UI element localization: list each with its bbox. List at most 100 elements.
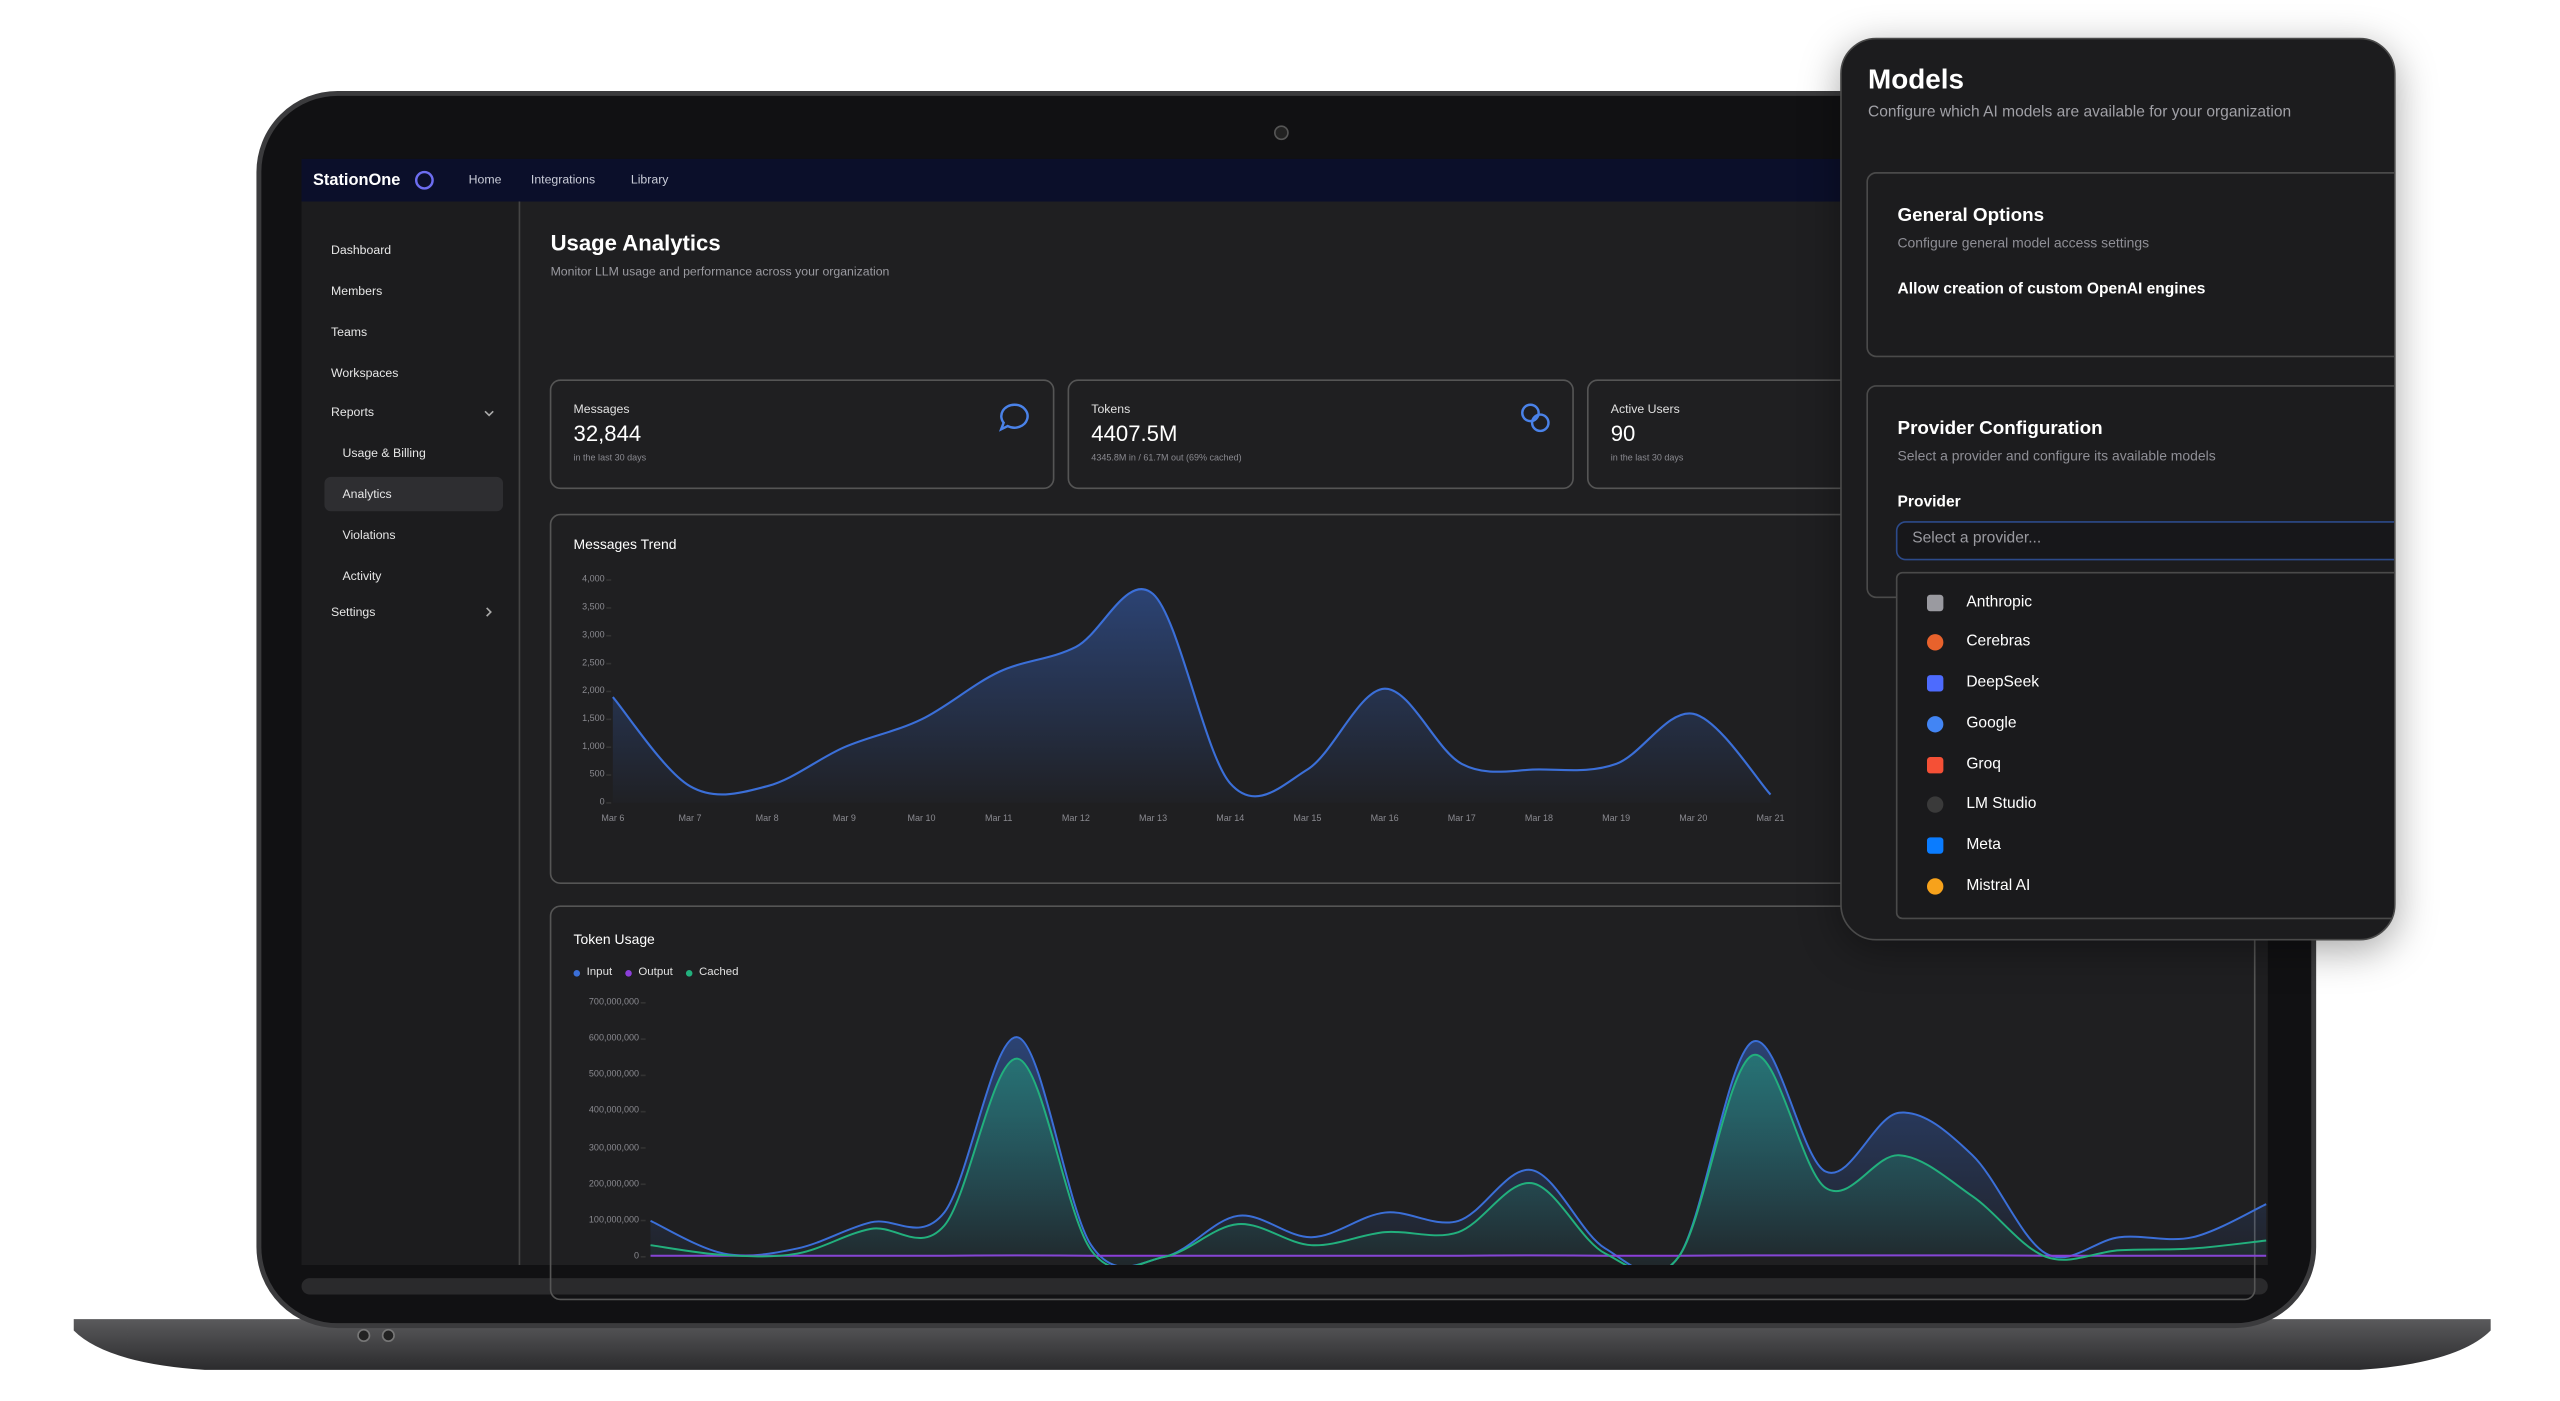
brand: StationOne <box>312 171 401 190</box>
page-title: Usage Analytics <box>550 230 721 255</box>
y-tick-label: 700,000,000 <box>588 997 640 1008</box>
provider-icon <box>1926 594 1944 612</box>
stat-label: Tokens <box>1091 401 1131 416</box>
sidebar-item[interactable]: Violations <box>342 527 396 543</box>
y-tick-label: 400,000,000 <box>588 1106 640 1117</box>
section-subtitle: Configure general model access settings <box>1897 234 2150 252</box>
x-tick-label: Mar 8 <box>755 814 779 825</box>
legend-label: Output <box>638 967 673 979</box>
provider-icon <box>1926 837 1944 854</box>
x-tick-label: Mar 18 <box>1524 814 1553 825</box>
provider-icon <box>1926 716 1944 733</box>
sidebar-item[interactable]: Workspaces <box>330 365 399 380</box>
provider-icon <box>1926 757 1944 774</box>
y-tick-label: 0 <box>634 1251 640 1262</box>
provider-option[interactable]: Groq <box>1966 755 2001 774</box>
legend-label: Cached <box>699 967 739 979</box>
provider-option[interactable]: Mistral AI <box>1966 876 2031 895</box>
provider-option[interactable]: Anthropic <box>1966 592 2033 611</box>
sidebar-item[interactable]: Reports <box>330 404 375 420</box>
x-tick-label: Mar 13 <box>1139 814 1168 825</box>
general-box <box>1866 172 2394 358</box>
sidebar-item[interactable]: Settings <box>330 604 376 620</box>
sidebar <box>301 201 520 1265</box>
stat-card <box>1067 379 1574 490</box>
provider-option[interactable]: Cerebras <box>1966 632 2031 651</box>
y-tick-label: 500 <box>589 770 605 780</box>
provider-select[interactable] <box>1895 521 2394 561</box>
port <box>357 1328 371 1343</box>
legend-dot <box>573 970 581 977</box>
tokens-icon <box>1521 403 1540 423</box>
x-tick-label: Mar 6 <box>601 814 625 825</box>
stat-note: in the last 30 days <box>573 453 647 464</box>
chevron-right <box>486 607 492 617</box>
series-line <box>650 1036 2267 1265</box>
stat-value: 4407.5M <box>1091 420 1178 445</box>
series-area <box>650 1055 2267 1265</box>
screen-bezel <box>301 1278 2268 1295</box>
x-tick-label: Mar 14 <box>1216 814 1245 825</box>
section-subtitle: Select a provider and configure its avai… <box>1897 447 2216 465</box>
provider-icon <box>1926 675 1944 692</box>
stat-note: in the last 30 days <box>1610 453 1684 464</box>
nav-link[interactable]: Home <box>468 171 502 187</box>
legend-label: Input <box>586 967 613 979</box>
y-tick-label: 3,000 <box>582 630 605 641</box>
x-tick-label: Mar 15 <box>1293 814 1322 825</box>
trend-area <box>612 589 1771 803</box>
x-tick-label: Mar 12 <box>1061 814 1090 825</box>
x-tick-label: Mar 19 <box>1602 814 1631 825</box>
legend-dot <box>685 970 693 977</box>
camera <box>1274 125 1289 141</box>
page-subtitle: Monitor LLM usage and performance across… <box>550 263 890 279</box>
nav-link[interactable]: Library <box>630 171 669 187</box>
sidebar-item[interactable]: Dashboard <box>330 242 392 258</box>
chart-title: Token Usage <box>573 931 655 948</box>
select-placeholder: Select a provider... <box>1912 528 2042 547</box>
section-title: Provider Configuration <box>1897 418 2103 439</box>
chevron-down <box>484 410 494 417</box>
section-title: General Options <box>1897 205 2045 226</box>
y-tick-label: 0 <box>599 797 605 808</box>
provider-option[interactable]: Google <box>1966 714 2017 733</box>
laptop-base <box>73 1319 2491 1370</box>
x-tick-label: Mar 16 <box>1370 814 1399 825</box>
x-tick-label: Mar 11 <box>985 814 1013 825</box>
sidebar-item[interactable]: Members <box>330 283 383 299</box>
option-toggle-item[interactable]: Allow creation of custom OpenAI engines <box>1897 279 2206 298</box>
provider-icon <box>1926 634 1944 651</box>
provider-option[interactable]: DeepSeek <box>1966 673 2040 692</box>
chart-title: Messages Trend <box>573 536 677 553</box>
provider-option[interactable]: LM Studio <box>1966 794 2037 813</box>
sidebar-item[interactable]: Analytics <box>342 486 392 502</box>
port <box>381 1328 395 1343</box>
stat-value: 90 <box>1610 420 1636 445</box>
y-tick-label: 100,000,000 <box>588 1215 640 1226</box>
panel-subtitle: Configure which AI models are available … <box>1868 102 2292 121</box>
sidebar-item[interactable]: Teams <box>330 324 368 339</box>
y-tick-label: 4,000 <box>582 575 605 585</box>
chart-card <box>549 905 2256 1301</box>
provider-dropdown <box>1895 571 2394 920</box>
y-tick-label: 2,000 <box>582 686 605 697</box>
provider-option[interactable]: Meta <box>1966 835 2001 854</box>
x-tick-label: Mar 21 <box>1756 814 1785 825</box>
sidebar-item[interactable]: Usage & Billing <box>342 445 426 461</box>
models-panel: Models Configure which AI models are avai… <box>1840 37 2396 941</box>
field-label: Provider <box>1897 492 1961 511</box>
nav-link[interactable]: Integrations <box>530 171 596 187</box>
stat-value: 32,844 <box>573 420 642 445</box>
y-tick-label: 300,000,000 <box>588 1142 640 1153</box>
legend-dot <box>625 970 632 977</box>
sidebar-item[interactable]: Activity <box>342 568 382 584</box>
x-tick-label: Mar 10 <box>907 814 936 825</box>
active-item <box>324 476 504 512</box>
stat-label: Active Users <box>1610 401 1680 416</box>
y-tick-label: 3,500 <box>582 602 605 613</box>
series-line <box>650 1054 2267 1265</box>
stat-note: 4345.8M in / 61.7M out (69% cached) <box>1091 453 1242 464</box>
